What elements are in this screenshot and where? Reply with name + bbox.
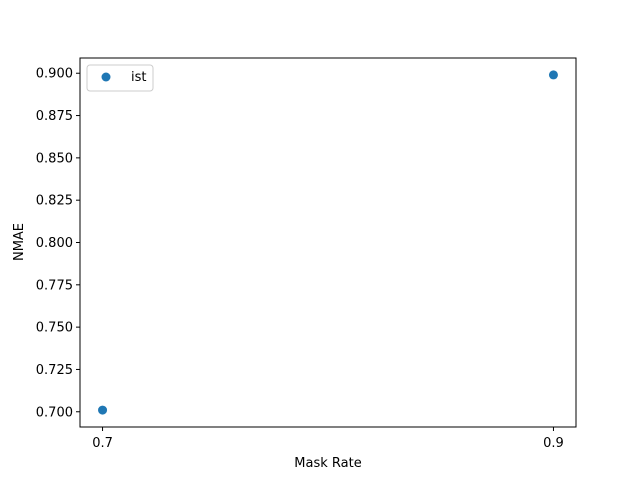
data-point xyxy=(548,70,558,80)
x-axis-ticks: 0.7 0.9 xyxy=(92,427,564,451)
x-tick-label: 0.9 xyxy=(543,436,564,451)
y-axis-label: NMAE xyxy=(12,223,27,261)
legend-label: ist xyxy=(131,70,146,85)
legend: ist xyxy=(86,64,154,92)
y-tick-label: 0.875 xyxy=(36,109,73,124)
y-tick-label: 0.700 xyxy=(36,405,73,420)
y-tick-label: 0.825 xyxy=(36,194,73,209)
y-tick-label: 0.725 xyxy=(36,363,73,378)
legend-box xyxy=(86,64,154,92)
y-tick-label: 0.850 xyxy=(36,151,73,166)
y-tick-label: 0.800 xyxy=(36,236,73,251)
y-axis-ticks: 0.700 0.725 0.750 0.775 0.800 0.825 0.850 0.875… xyxy=(36,67,80,420)
plot-frame xyxy=(79,57,577,428)
x-axis-label: Mask Rate xyxy=(294,456,361,471)
y-tick-label: 0.750 xyxy=(36,321,73,336)
x-tick-label: 0.7 xyxy=(92,436,113,451)
data-points xyxy=(98,70,558,415)
legend-marker xyxy=(101,72,111,82)
y-tick-label: 0.900 xyxy=(36,67,73,82)
data-point xyxy=(98,405,108,415)
y-tick-label: 0.775 xyxy=(36,278,73,293)
